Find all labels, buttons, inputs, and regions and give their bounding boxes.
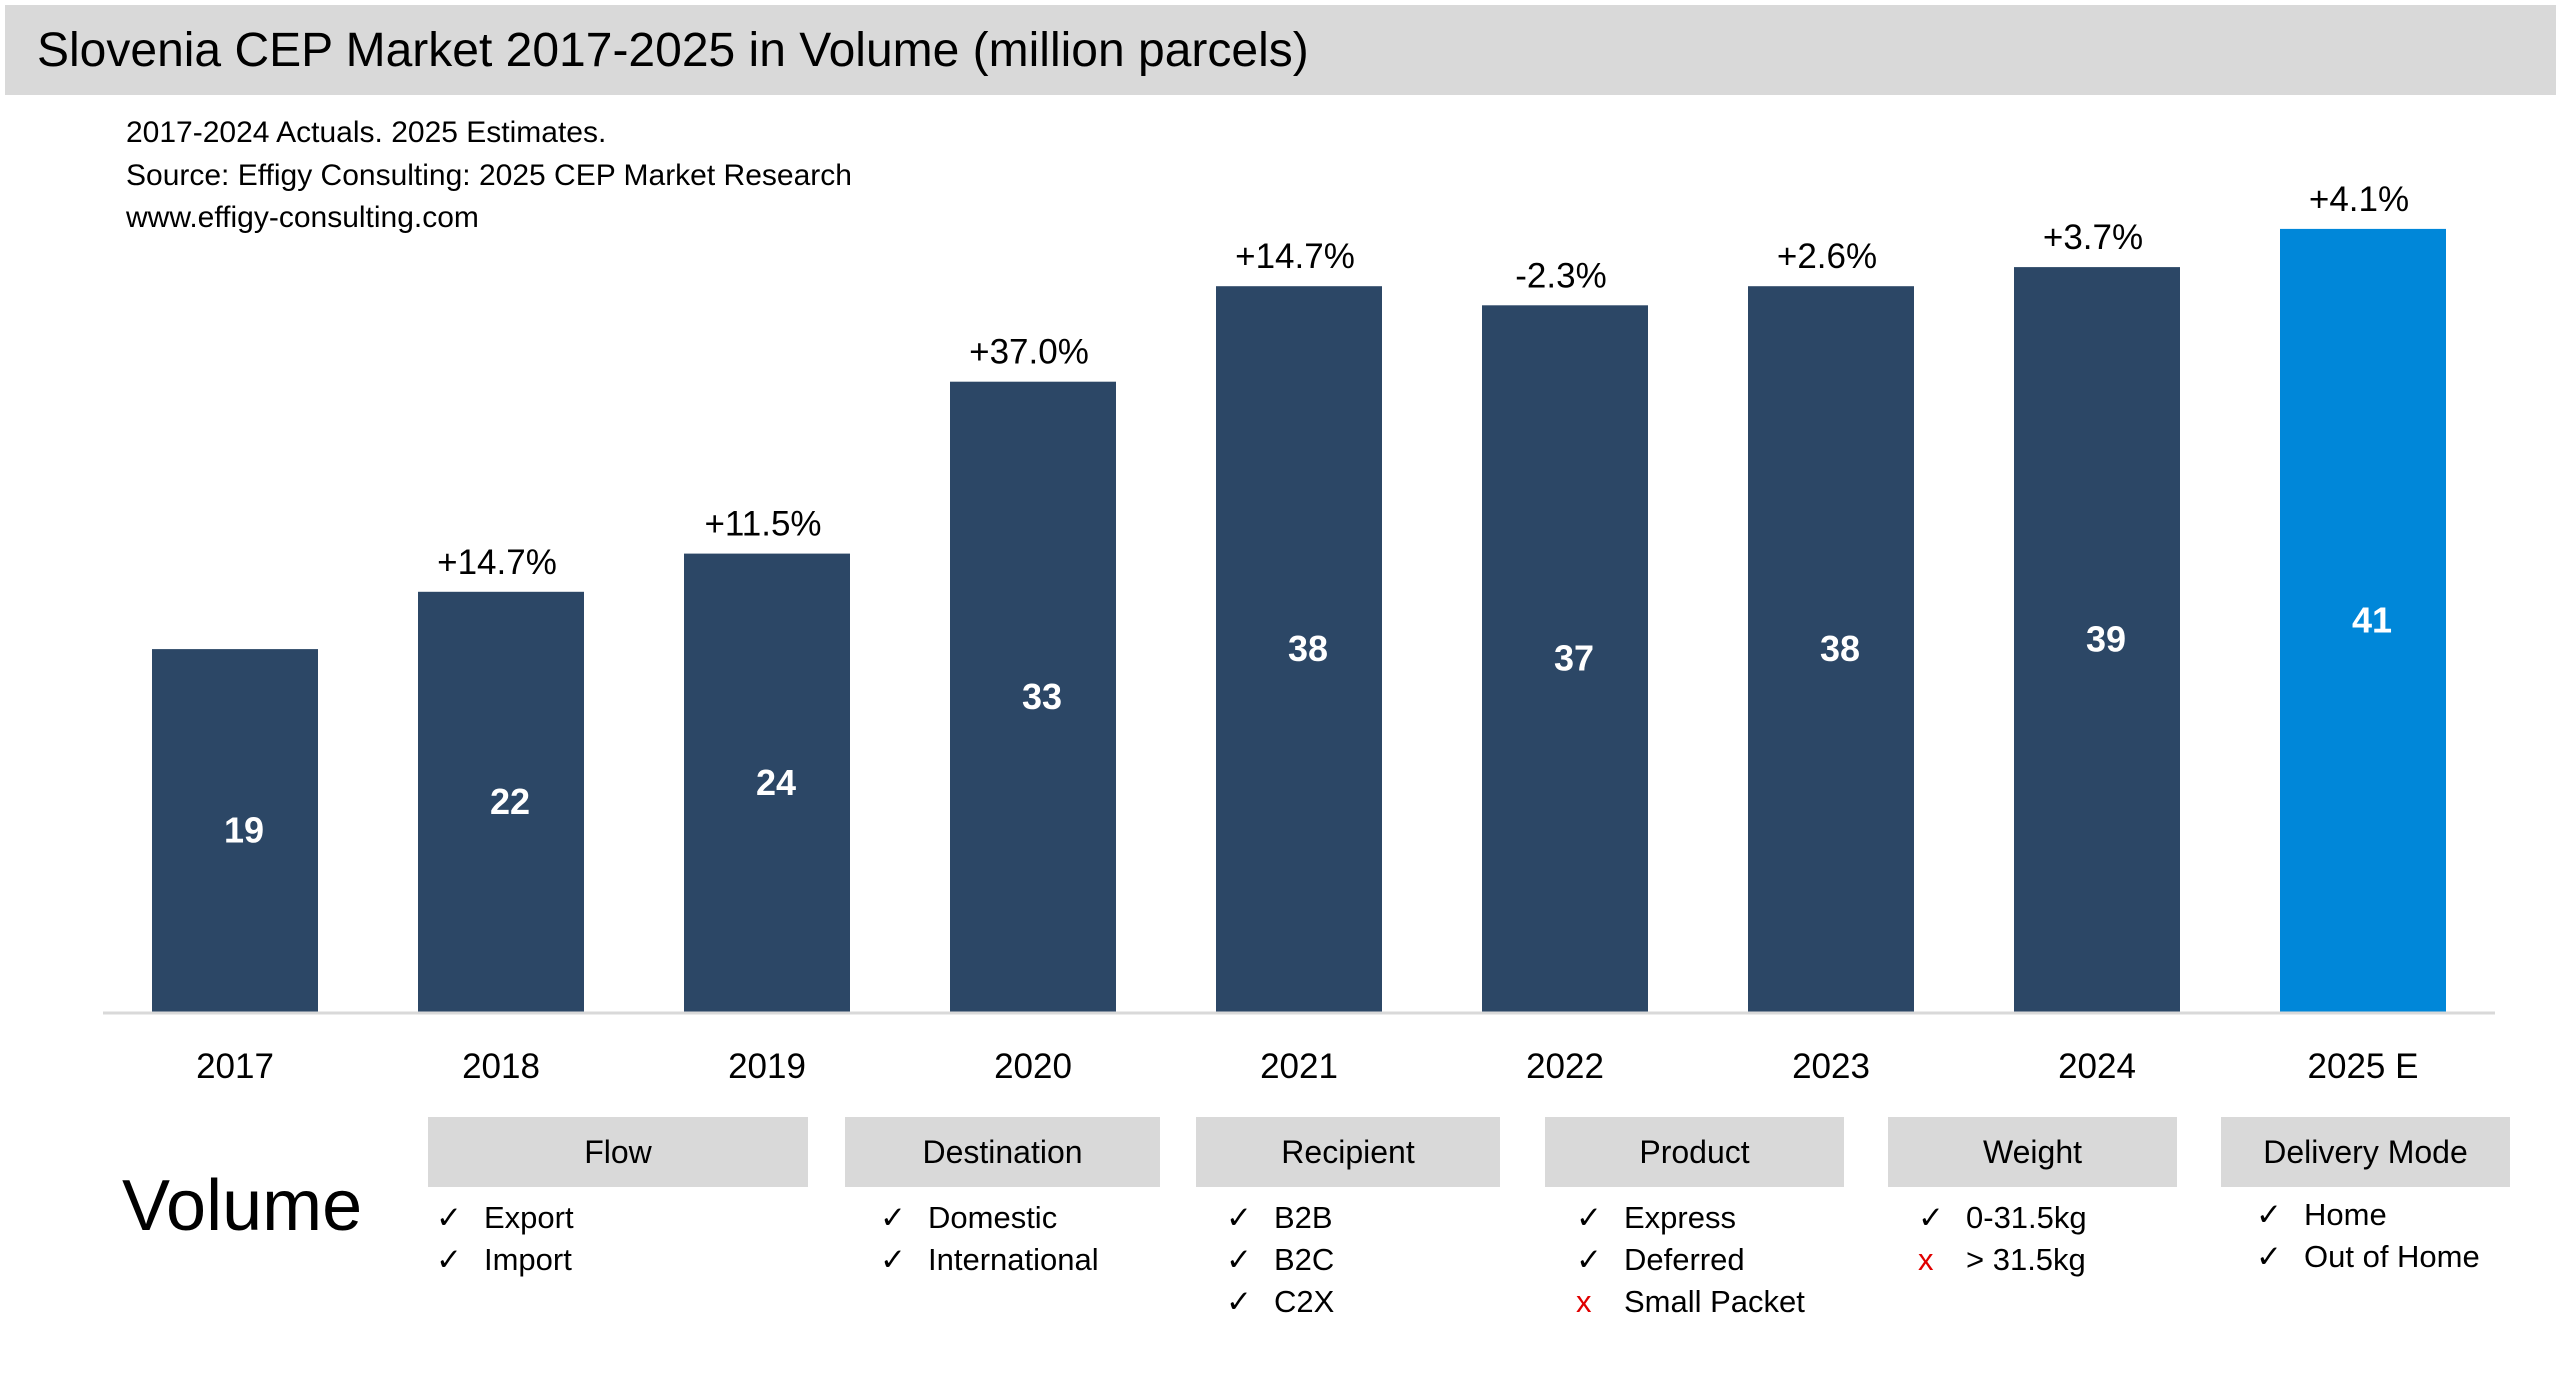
x-tick-label: 2021 (1260, 1047, 1338, 1086)
check-icon: ✓ (1226, 1284, 1252, 1319)
list-item: ✓ B2B (1226, 1200, 1333, 1236)
item-label: Deferred (1624, 1242, 1745, 1277)
note-source: Source: Effigy Consulting: 2025 CEP Mark… (126, 159, 852, 192)
bar (950, 381, 1116, 1012)
value-label: 41 (2352, 599, 2392, 640)
bar (418, 591, 584, 1012)
x-tick-label: 2023 (1792, 1047, 1870, 1086)
check-icon: ✓ (436, 1242, 462, 1277)
segment-header-product: Product (1545, 1117, 1844, 1187)
list-item: ✓ B2C (1226, 1242, 1334, 1278)
bar (684, 553, 850, 1012)
growth-label: +3.7% (2043, 218, 2143, 257)
segment-header-destination: Destination (845, 1117, 1160, 1187)
item-label: 0-31.5kg (1966, 1200, 2087, 1235)
segment-header-recipient: Recipient (1196, 1117, 1500, 1187)
x-tick-label: 2024 (2058, 1047, 2136, 1086)
bar (2280, 228, 2446, 1012)
x-tick-label: 2025 E (2308, 1047, 2419, 1086)
page-title: Slovenia CEP Market 2017-2025 in Volume … (37, 24, 1309, 77)
list-item: ✓ International (880, 1242, 1099, 1278)
list-item: ✓ Deferred (1576, 1242, 1745, 1278)
bar (152, 649, 318, 1012)
segment-header-weight: Weight (1888, 1117, 2177, 1187)
item-label: Import (484, 1242, 572, 1277)
cross-icon: x (1576, 1284, 1592, 1319)
cross-icon: x (1918, 1242, 1934, 1277)
list-item: ✓ Home (2256, 1197, 2387, 1233)
check-icon: ✓ (1226, 1242, 1252, 1277)
x-tick-label: 2018 (462, 1047, 540, 1086)
item-label: Express (1624, 1200, 1736, 1235)
item-label: Home (2304, 1197, 2387, 1232)
segment-header-delivery-mode: Delivery Mode (2221, 1117, 2510, 1187)
list-item: ✓ Export (436, 1200, 574, 1236)
growth-label: +37.0% (969, 333, 1089, 372)
item-label: Out of Home (2304, 1239, 2480, 1274)
item-label: Domestic (928, 1200, 1058, 1235)
value-label: 19 (224, 810, 264, 851)
segment-header-flow: Flow (428, 1117, 808, 1187)
value-label: 33 (1022, 676, 1062, 717)
title-bar: Slovenia CEP Market 2017-2025 in Volume … (5, 5, 2556, 95)
growth-label: +2.6% (1777, 237, 1877, 276)
item-label: Export (484, 1200, 574, 1235)
item-label: Small Packet (1624, 1284, 1805, 1319)
list-item: x > 31.5kg (1918, 1242, 2086, 1278)
growth-label: +11.5% (704, 505, 821, 544)
growth-label: +14.7% (437, 543, 557, 582)
check-icon: ✓ (880, 1200, 906, 1235)
bar (1216, 286, 1382, 1012)
list-item: ✓ Domestic (880, 1200, 1057, 1236)
list-item: ✓ Import (436, 1242, 572, 1278)
item-label: International (928, 1242, 1099, 1277)
x-tick-label: 2017 (196, 1047, 274, 1086)
list-item: ✓ Express (1576, 1200, 1736, 1236)
bar (1748, 286, 1914, 1012)
value-label: 38 (1288, 628, 1328, 669)
list-item: x Small Packet (1576, 1284, 1805, 1320)
bar (2014, 267, 2180, 1013)
x-tick-label: 2019 (728, 1047, 806, 1086)
value-label: 22 (490, 781, 530, 822)
item-label: C2X (1274, 1284, 1335, 1319)
check-icon: ✓ (1576, 1242, 1602, 1277)
check-icon: ✓ (436, 1200, 462, 1235)
bar (1482, 305, 1648, 1012)
x-tick-label: 2022 (1526, 1047, 1604, 1086)
check-icon: ✓ (2256, 1239, 2282, 1274)
growth-label: +4.1% (2309, 180, 2409, 219)
list-item: ✓ C2X (1226, 1284, 1334, 1320)
item-label: > 31.5kg (1966, 1242, 2086, 1277)
check-icon: ✓ (880, 1242, 906, 1277)
segment-title: Volume (122, 1166, 363, 1246)
bar-chart: 19 2017 22 +14.7% 2018 24 +11.5% 2019 33 +37.0% 20… (103, 180, 2495, 1086)
check-icon: ✓ (1576, 1200, 1602, 1235)
list-item: ✓ 0-31.5kg (1918, 1200, 2087, 1236)
growth-label: +14.7% (1235, 237, 1355, 276)
item-label: B2C (1274, 1242, 1335, 1277)
item-label: B2B (1274, 1200, 1333, 1235)
x-tick-label: 2020 (994, 1047, 1072, 1086)
note-actuals: 2017-2024 Actuals. 2025 Estimates. (126, 116, 607, 149)
value-label: 24 (756, 762, 796, 803)
list-item: ✓ Out of Home (2256, 1239, 2480, 1275)
check-icon: ✓ (2256, 1197, 2282, 1232)
note-website: www.effigy-consulting.com (126, 201, 479, 234)
value-label: 37 (1554, 638, 1594, 679)
value-label: 39 (2086, 619, 2126, 660)
check-icon: ✓ (1226, 1200, 1252, 1235)
check-icon: ✓ (1918, 1200, 1944, 1235)
growth-label: -2.3% (1515, 256, 1606, 295)
value-label: 38 (1820, 628, 1860, 669)
